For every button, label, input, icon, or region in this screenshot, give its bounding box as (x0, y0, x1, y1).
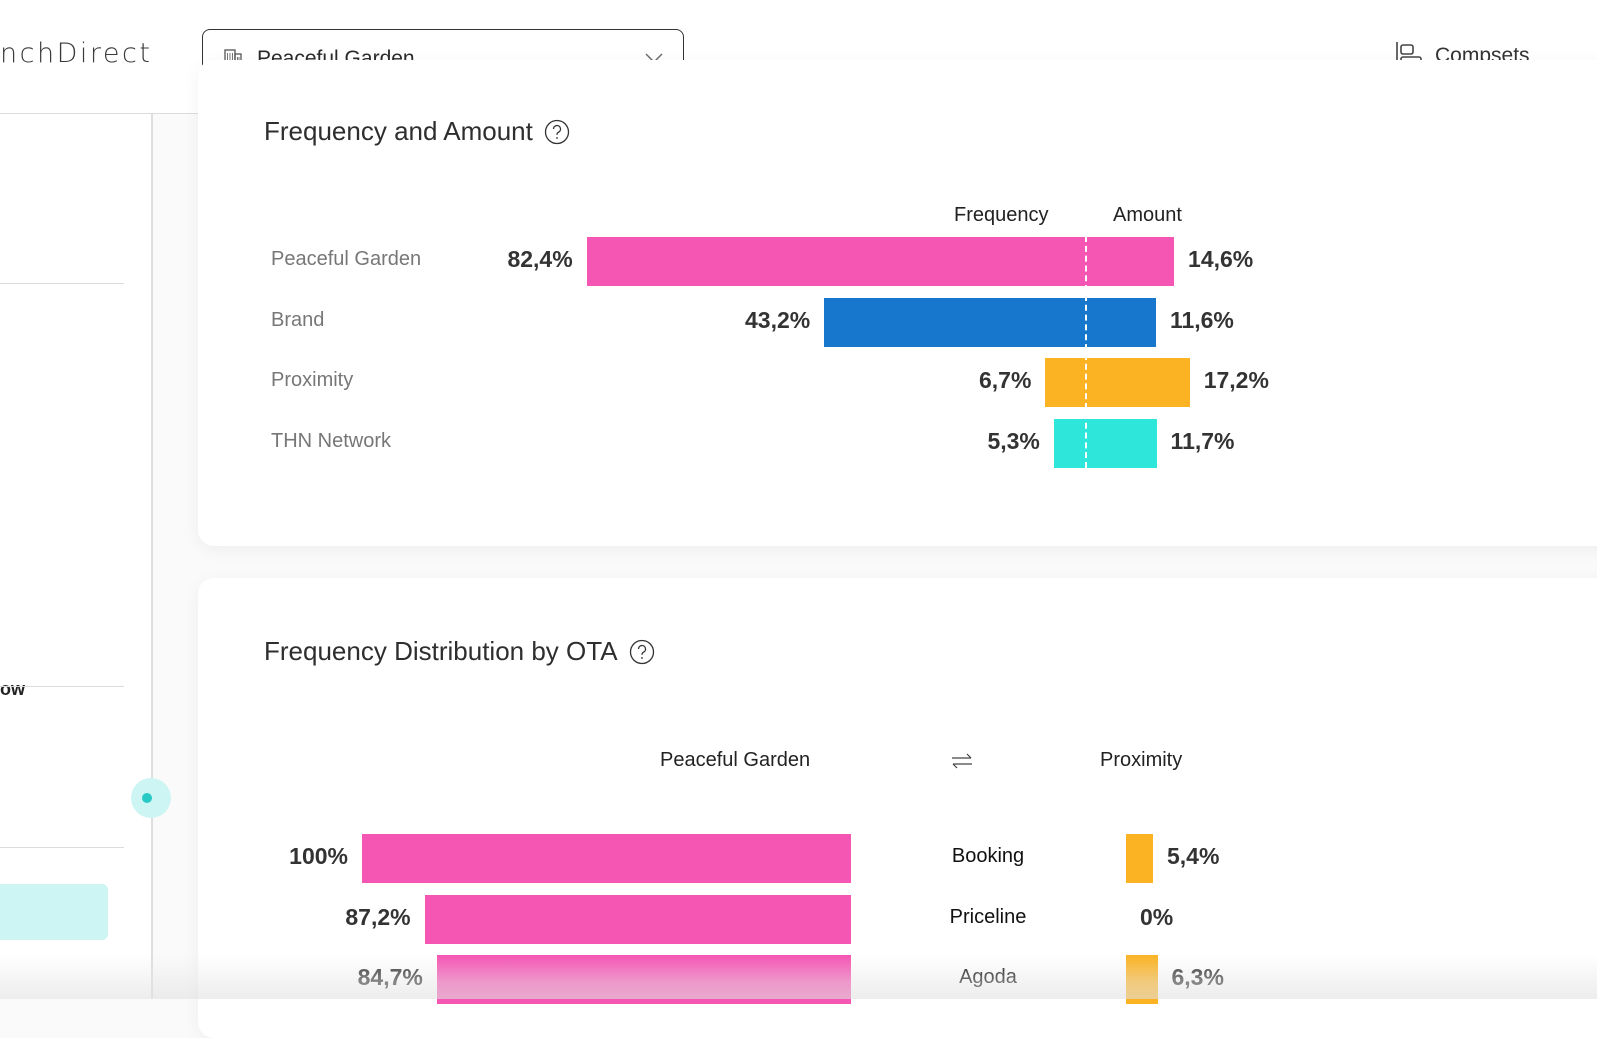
frequency-value-label: 5,3% (987, 427, 1040, 454)
frequency-amount-title: Frequency and Amount (264, 116, 570, 147)
amount-value-label: 11,6% (1169, 306, 1234, 333)
sidebar-collapse-toggle[interactable] (131, 778, 171, 818)
frequency-amount-chart: Frequency Amount Peaceful Garden 82,4% 14,… (271, 204, 1269, 468)
column-header-amount: Amount (1113, 204, 1182, 226)
amount-value-label: 11,7% (1170, 427, 1235, 454)
ota-right-value-label: 0% (1140, 903, 1174, 930)
row-label: Proximity (271, 369, 354, 391)
sidebar-item-active[interactable] (0, 884, 108, 940)
ota-right-bar[interactable] (1126, 834, 1153, 883)
ota-left-bar[interactable] (436, 955, 851, 1004)
amount-value-label: 17,2% (1203, 367, 1269, 393)
ota-left-series-label: Peaceful Garden (660, 749, 811, 771)
ota-left-value-label: 100% (289, 843, 348, 869)
toggle-dot-icon (142, 793, 152, 803)
amount-bar[interactable] (1086, 237, 1175, 286)
ota-right-bar[interactable] (1126, 955, 1158, 1004)
sidebar-divider (0, 847, 124, 848)
ota-distribution-title: Frequency Distribution by OTA (264, 636, 655, 667)
brand-logo-text[interactable]: nchDirect (0, 38, 153, 69)
ota-distribution-title-text: Frequency Distribution by OTA (264, 636, 618, 666)
ota-category-label: Booking (951, 845, 1025, 867)
amount-bar[interactable] (1086, 297, 1156, 347)
ota-left-bar[interactable] (424, 894, 851, 944)
amount-bar[interactable] (1086, 418, 1157, 468)
amount-value-label: 14,6% (1188, 246, 1254, 272)
frequency-value-label: 43,2% (745, 306, 811, 333)
frequency-value-label: 82,4% (507, 246, 573, 272)
question-circle-icon[interactable] (629, 639, 655, 665)
ota-left-bar[interactable] (362, 834, 851, 883)
ota-right-value-label: 5,4% (1167, 843, 1220, 869)
frequency-bar[interactable] (1045, 358, 1086, 407)
question-circle-icon[interactable] (544, 119, 570, 145)
sidebar-divider (0, 283, 124, 284)
ota-left-value-label: 84,7% (357, 964, 423, 990)
column-header-frequency: Frequency (954, 204, 1049, 226)
frequency-amount-title-text: Frequency and Amount (264, 116, 533, 146)
row-label: Brand (271, 308, 325, 331)
ota-category-label: Priceline (949, 905, 1027, 928)
frequency-bar[interactable] (586, 237, 1086, 286)
ota-right-series-label: Proximity (1100, 749, 1183, 771)
center-divider-line (1085, 236, 1087, 468)
swap-arrows-icon[interactable] (950, 752, 974, 770)
frequency-bar[interactable] (1053, 418, 1086, 468)
row-label: THN Network (271, 429, 392, 452)
ota-left-value-label: 87,2% (345, 903, 411, 930)
row-label: Peaceful Garden (271, 248, 422, 270)
sidebar-item-partial[interactable]: ow (0, 679, 25, 699)
frequency-value-label: 6,7% (978, 367, 1032, 393)
amount-bar[interactable] (1086, 358, 1190, 407)
frequency-bar[interactable] (824, 297, 1086, 347)
sidebar: ow (0, 114, 153, 999)
sidebar-divider (0, 686, 124, 687)
ota-category-label: Agoda (959, 966, 1017, 988)
ota-right-value-label: 6,3% (1171, 964, 1224, 990)
